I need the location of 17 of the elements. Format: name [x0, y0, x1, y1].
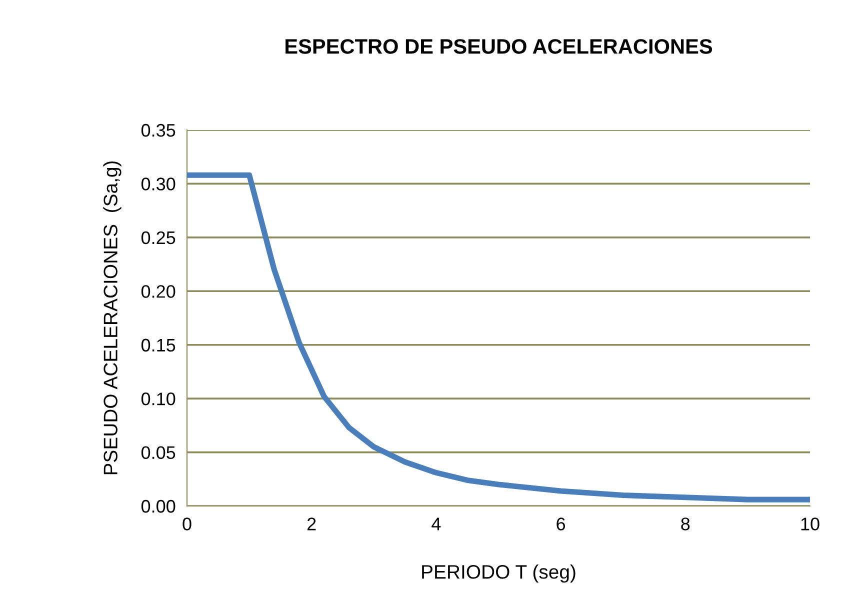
- x-tick-label: 4: [432, 518, 441, 530]
- y-tick-label: 0.05: [141, 446, 176, 460]
- y-tick-label: 0.15: [141, 338, 176, 352]
- chart-title: ESPECTRO DE PSEUDO ACELERACIONES: [286, 39, 712, 54]
- y-axis-title: PSEUDO ACELERACIONES (Sa,g): [103, 161, 122, 474]
- y-tick-label: 0.20: [141, 285, 176, 298]
- x-tick-label: 2: [307, 518, 316, 530]
- y-tick-label: 0.30: [141, 178, 176, 190]
- x-tick-label: 6: [556, 518, 566, 530]
- x-axis-title: PERIODO T (seg): [422, 564, 576, 583]
- x-tick-label: 0: [182, 518, 192, 530]
- y-tick-label: 0.35: [141, 124, 176, 137]
- x-tick-label: 10: [801, 518, 820, 530]
- y-tick-label: 0.25: [141, 231, 176, 244]
- y-tick-label: 0.10: [141, 392, 176, 406]
- x-tick-label: 8: [681, 518, 690, 530]
- y-tick-label: 0.00: [141, 500, 176, 513]
